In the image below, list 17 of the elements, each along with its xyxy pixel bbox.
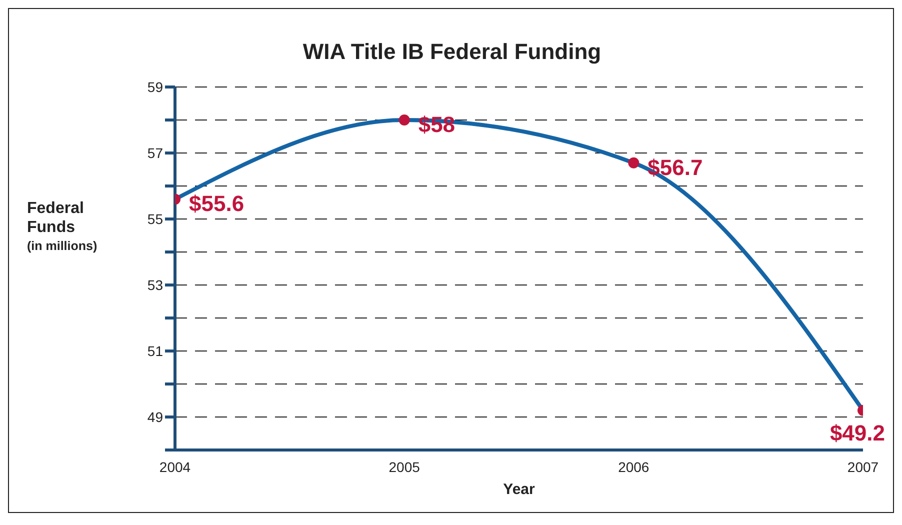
x-tick-label: 2006 bbox=[618, 458, 650, 475]
data-label: $56.7 bbox=[648, 154, 703, 180]
y-tick-label: 55 bbox=[147, 210, 164, 227]
x-axis-title: Year bbox=[503, 481, 536, 498]
y-tick-label: 51 bbox=[147, 342, 164, 359]
y-tick-label: 57 bbox=[147, 144, 164, 161]
y-tick-label: 59 bbox=[147, 78, 164, 95]
y-axis-title: Federal Funds bbox=[27, 199, 85, 237]
x-tick-label: 2007 bbox=[847, 458, 879, 475]
y-tick-label: 49 bbox=[147, 408, 164, 425]
y-tick-label: 53 bbox=[147, 276, 164, 293]
data-label: $49.2 bbox=[830, 420, 885, 446]
x-tick-label: 2004 bbox=[159, 458, 191, 475]
x-tick-label: 2005 bbox=[388, 458, 420, 475]
chart-title: WIA Title IB Federal Funding bbox=[302, 39, 602, 65]
text: (in millions) bbox=[27, 238, 98, 255]
data-label: $55.6 bbox=[189, 191, 244, 216]
